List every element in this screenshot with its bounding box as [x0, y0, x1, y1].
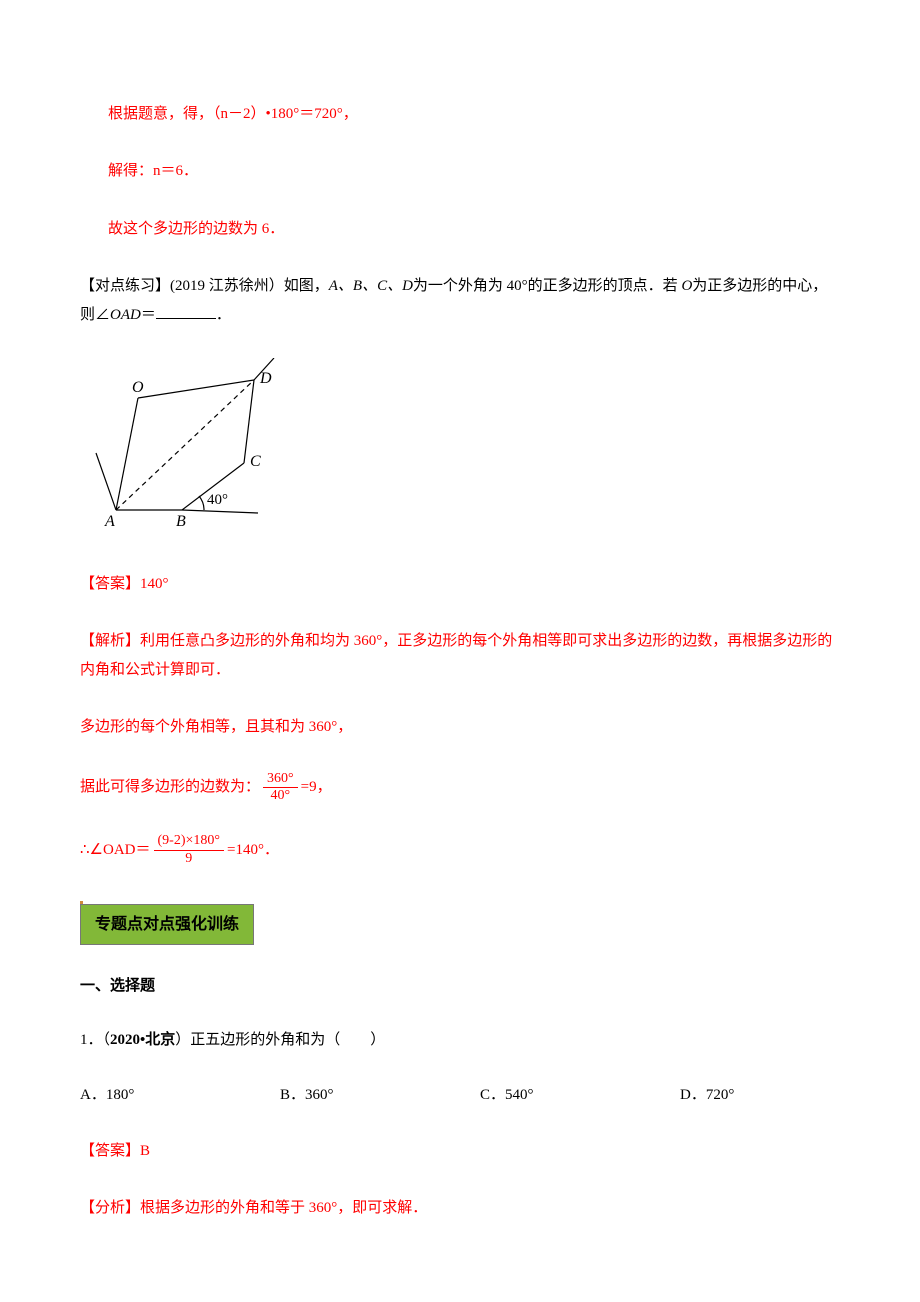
- text: 根据题意，得，（n－2）•180°＝720°，: [108, 106, 358, 122]
- analysis-line-1: 【解析】利用任意凸多边形的外角和均为 360°，正多边形的每个外角相等即可求出多…: [80, 627, 840, 686]
- q1-post: ）正五边形的外角和为（ ）: [175, 1032, 385, 1048]
- label-C: C: [250, 453, 261, 470]
- practice-eq: ＝: [141, 307, 156, 323]
- fraction-1-num: 360°: [263, 771, 298, 789]
- choice-C: C．540°: [480, 1081, 680, 1110]
- practice-stem: 【对点练习】(2019 江苏徐州）如图，A、B、C、D为一个外角为 40°的正多…: [80, 272, 840, 331]
- choice-B: B．360°: [280, 1081, 480, 1110]
- answer-block: 【答案】140°: [80, 570, 840, 599]
- analysis-line-2: 多边形的每个外角相等，且其和为 360°，: [80, 713, 840, 742]
- training-banner: 专题点对点强化训练: [80, 904, 254, 945]
- seg-AD-dashed: [116, 380, 254, 510]
- text: 多边形的每个外角相等，且其和为 360°，: [80, 719, 352, 735]
- q1-pre: 1．（: [80, 1032, 110, 1048]
- fraction-1: 360° 40°: [263, 771, 298, 806]
- analysis-line-4: ∴∠OAD＝ (9-2)×180° 9 =140°．: [80, 833, 840, 868]
- answer-blank: [156, 304, 216, 319]
- q1-ans-label: 【答案】: [80, 1143, 140, 1159]
- label-O: O: [132, 379, 144, 396]
- section-heading: 一、选择题: [80, 971, 840, 1000]
- angle-label: 40°: [207, 492, 228, 508]
- polygon-diagram: O D C A B 40°: [94, 358, 840, 539]
- banner-wrap: 专题点对点强化训练: [80, 896, 840, 971]
- angle-arc: [199, 496, 204, 510]
- text: 【解析】利用任意凸多边形的外角和均为 360°，正多边形的每个外角相等即可求出多…: [80, 633, 832, 678]
- analysis-line-3: 据此可得多边形的边数为： 360° 40° =9，: [80, 771, 840, 806]
- practice-prefix: 【对点练习】(2019 江苏徐州）如图，: [80, 278, 329, 294]
- practice-period: ．: [216, 307, 231, 323]
- practice-varO: O: [681, 278, 692, 294]
- label-A: A: [104, 513, 115, 528]
- pre: 据此可得多边形的边数为：: [80, 773, 260, 802]
- q1-bold: 2020•北京: [110, 1032, 175, 1048]
- text: 故这个多边形的边数为 6．: [108, 221, 284, 237]
- practice-vars1: A、B、C、D: [329, 278, 413, 294]
- solution-line-1: 根据题意，得，（n－2）•180°＝720°，: [80, 100, 840, 129]
- seg-OA: [116, 398, 138, 510]
- fraction-1-den: 40°: [267, 788, 295, 805]
- post: =140°．: [227, 836, 279, 865]
- choice-D: D．720°: [680, 1081, 734, 1110]
- seg-DO: [138, 380, 254, 398]
- practice-text2: 为一个外角为 40°的正多边形的顶点．若: [413, 278, 682, 294]
- q1-stem: 1．（2020•北京）正五边形的外角和为（ ）: [80, 1026, 840, 1055]
- choice-A: A．180°: [80, 1081, 280, 1110]
- q1-explain: 【分析】根据多边形的外角和等于 360°，即可求解．: [80, 1194, 840, 1223]
- text: 【分析】根据多边形的外角和等于 360°，即可求解．: [80, 1200, 427, 1216]
- fraction-2: (9-2)×180° 9: [154, 833, 224, 868]
- solution-line-2: 解得：n＝6．: [80, 157, 840, 186]
- label-D: D: [259, 370, 272, 387]
- fraction-2-num: (9-2)×180°: [154, 833, 224, 851]
- ext-AB: [182, 510, 258, 513]
- q1-answer: 【答案】B: [80, 1137, 840, 1166]
- answer-label: 【答案】: [80, 576, 140, 592]
- ray-left: [96, 453, 116, 510]
- practice-varOAD: OAD: [110, 307, 141, 323]
- post: =9，: [301, 773, 332, 802]
- q1-choices: A．180° B．360° C．540° D．720°: [80, 1081, 840, 1110]
- solution-line-3: 故这个多边形的边数为 6．: [80, 215, 840, 244]
- seg-CD: [244, 380, 254, 463]
- pre: ∴∠OAD＝: [80, 836, 151, 865]
- q1-ans-value: B: [140, 1143, 150, 1159]
- fraction-2-den: 9: [181, 851, 196, 868]
- text: 解得：n＝6．: [108, 163, 198, 179]
- answer-value: 140°: [140, 576, 169, 592]
- diagram-svg: O D C A B 40°: [94, 358, 304, 528]
- label-B: B: [176, 513, 186, 528]
